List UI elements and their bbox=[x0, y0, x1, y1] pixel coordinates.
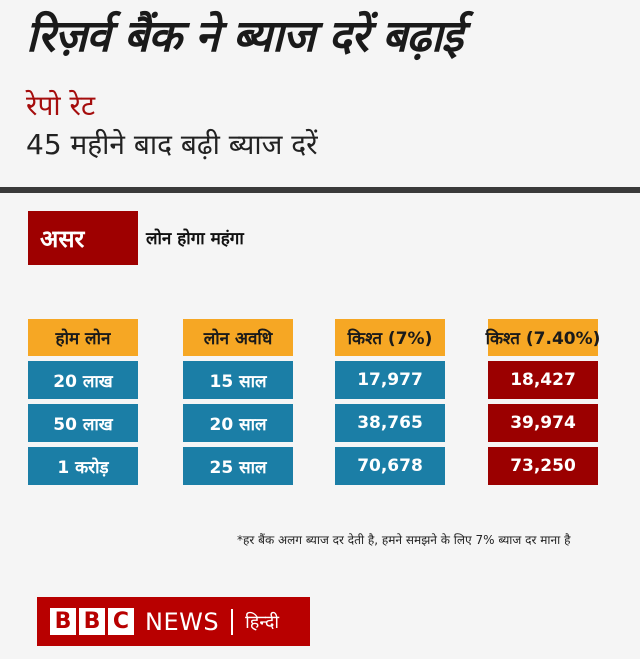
logo-language: हिन्दी bbox=[245, 611, 280, 633]
table-cell: 20 लाख bbox=[28, 361, 138, 399]
table-cell: 15 साल bbox=[183, 361, 293, 399]
subtitle: रेपो रेट bbox=[26, 89, 96, 122]
table-cell: 70,678 bbox=[335, 447, 445, 485]
bbc-news-hindi-logo: B B C NEWS हिन्दी bbox=[37, 597, 310, 646]
column-header: किश्त (7%) bbox=[335, 319, 445, 356]
table-cell: 1 करोड़ bbox=[28, 447, 138, 485]
table-cell: 20 साल bbox=[183, 404, 293, 442]
description: 45 महीने बाद बढ़ी ब्याज दरें bbox=[26, 128, 318, 161]
logo-letter-b1: B bbox=[50, 608, 76, 635]
impact-tag: असर bbox=[28, 211, 138, 265]
logo-news-text: NEWS bbox=[145, 607, 220, 636]
table-cell: 39,974 bbox=[488, 404, 598, 442]
logo-separator bbox=[231, 608, 234, 635]
table-cell: 73,250 bbox=[488, 447, 598, 485]
column-header: लोन अवधि bbox=[183, 319, 293, 356]
impact-text: लोन होगा महंगा bbox=[146, 229, 244, 249]
column-header: होम लोन bbox=[28, 319, 138, 356]
table-cell: 50 लाख bbox=[28, 404, 138, 442]
page-title: रिज़र्व बैंक ने ब्याज दरें बढ़ाई bbox=[26, 11, 463, 62]
table-cell: 25 साल bbox=[183, 447, 293, 485]
logo-letter-b2: B bbox=[79, 608, 105, 635]
divider bbox=[0, 187, 640, 193]
column-header: किश्त (7.40%) bbox=[486, 319, 600, 356]
table-cell: 38,765 bbox=[335, 404, 445, 442]
table-cell: 18,427 bbox=[488, 361, 598, 399]
logo-letter-c: C bbox=[108, 608, 134, 635]
table-cell: 17,977 bbox=[335, 361, 445, 399]
footnote: *हर बैंक अलग ब्याज दर देती है, हमने समझन… bbox=[237, 533, 571, 547]
